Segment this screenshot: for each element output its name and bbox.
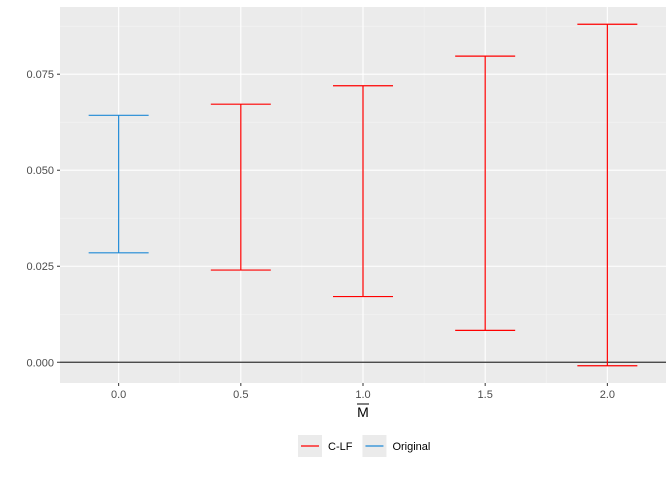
x-tick-label: 1.0: [355, 389, 370, 401]
errorbar-original: [88, 114, 149, 254]
x-tick-label: 0.5: [233, 389, 248, 401]
errorbar-c-lf: [333, 85, 393, 298]
errorbar-c-lf: [210, 103, 271, 271]
x-tick-label: 1.5: [478, 389, 493, 401]
y-tick-label: 0.025: [26, 261, 54, 273]
x-axis-title-group: M: [357, 403, 369, 420]
y-tick-label: 0.000: [26, 357, 54, 369]
y-tick-label: 0.075: [26, 69, 54, 81]
x-axis-ticks: 0.0 0.5 1.0 1.5 2.0: [111, 383, 615, 401]
x-axis-title: M: [357, 404, 369, 420]
errorbar-c-lf: [455, 55, 516, 331]
x-tick-label: 2.0: [600, 389, 615, 401]
legend-label: C-LF: [328, 441, 353, 453]
legend: C-LF Original: [298, 435, 430, 457]
error-bars: [88, 23, 638, 367]
legend-item-original: Original: [362, 435, 430, 457]
legend-label: Original: [392, 441, 430, 453]
errorbar-c-lf: [577, 23, 638, 367]
legend-item-c-lf: C-LF: [298, 435, 353, 457]
y-tick-label: 0.050: [26, 165, 54, 177]
x-tick-label: 0.0: [111, 389, 126, 401]
y-axis-ticks: 0.000 0.025 0.050 0.075: [26, 69, 60, 369]
